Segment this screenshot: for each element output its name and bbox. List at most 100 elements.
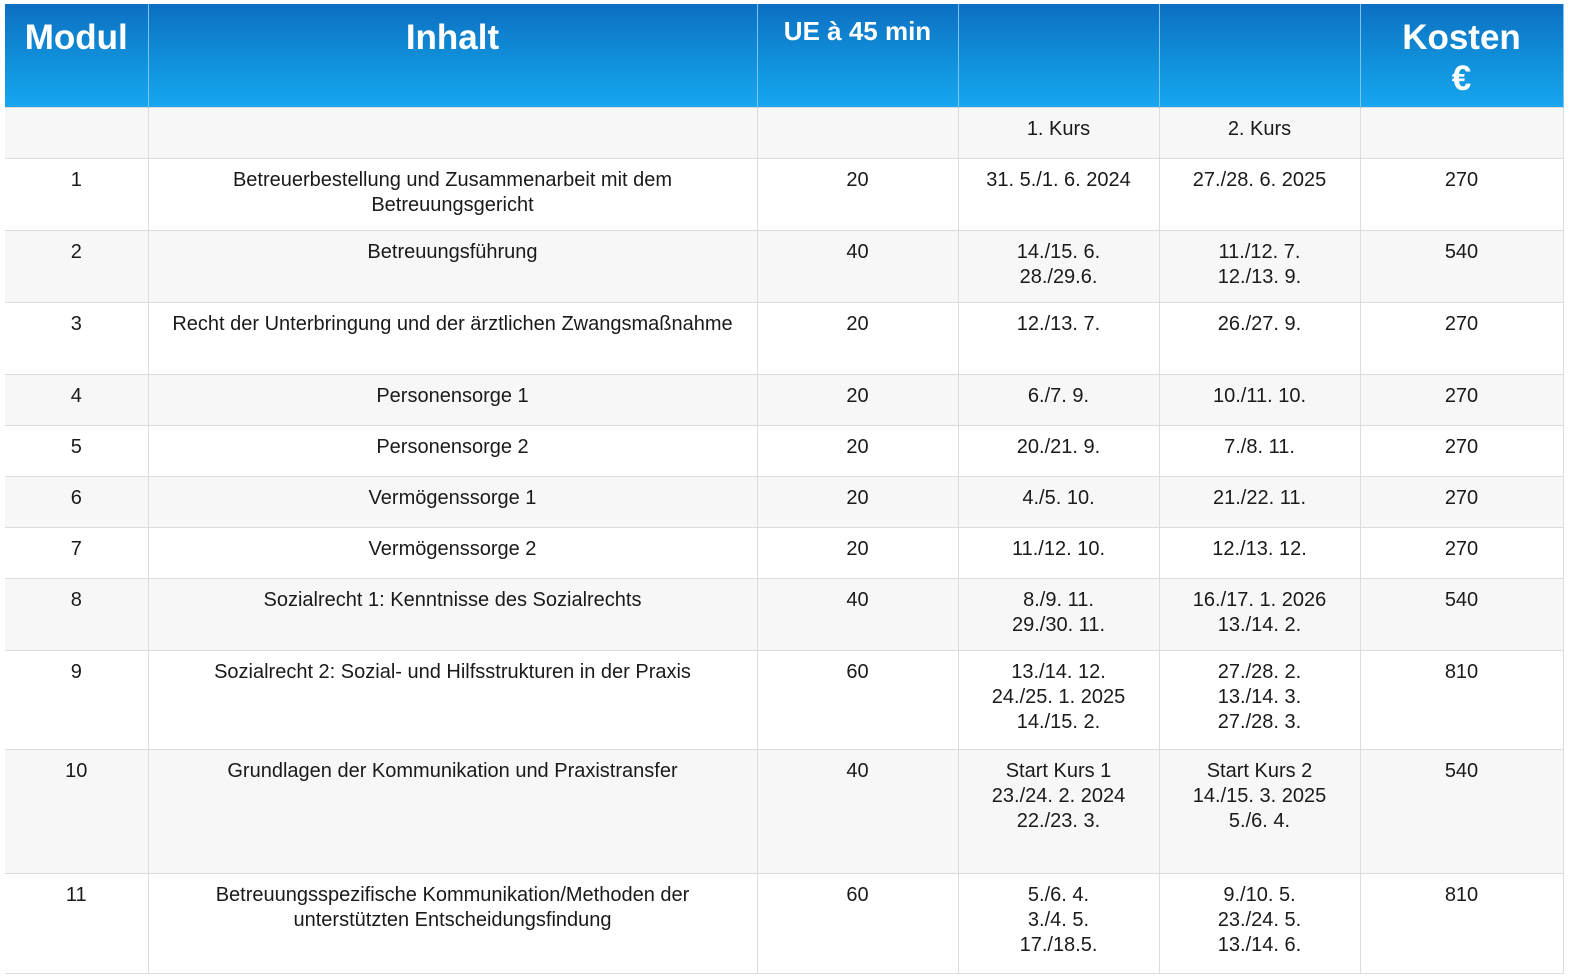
table-row: 3 Recht der Unterbringung und der ärztlic…: [5, 302, 1564, 375]
cell-line: 24./25. 1. 2025: [991, 686, 1126, 708]
cell-line: Start Kurs 2: [1206, 760, 1313, 782]
cell-line: Vermögenssorge 1: [368, 487, 537, 509]
cell-kurs1: 11./12. 10.: [957, 527, 1160, 579]
cell-kosten: 540: [1359, 578, 1564, 651]
cell-kurs2: 12./13. 12.: [1158, 527, 1361, 579]
cell-modul: 5: [5, 425, 149, 477]
header-kurs2: [1158, 4, 1361, 108]
header-ue: UE à 45 min: [756, 4, 959, 108]
table-row: 10 Grundlagen der Kommunikation und Praxi…: [5, 749, 1564, 874]
table-row: 2 Betreuungsführung 40 14./15. 6. 28./29.6. 1…: [5, 230, 1564, 303]
cell-kosten: 810: [1359, 650, 1564, 750]
cell-kosten: 270: [1359, 476, 1564, 528]
cell-line: Sozialrecht 2: Sozial- und Hilfsstruktur…: [214, 661, 691, 683]
cell-line: Betreuungsspezifische Kommunikation/Meth…: [215, 884, 690, 906]
cell-line: 27./28. 3.: [1217, 711, 1302, 733]
cell-line: 27./28. 6. 2025: [1192, 169, 1327, 191]
cell-kosten: 270: [1359, 302, 1564, 375]
table-row: 11 Betreuungsspezifische Kommunikation/Me…: [5, 873, 1564, 974]
cell-ue: 60: [756, 650, 959, 750]
cell-kurs2: 16./17. 1. 2026 13./14. 2.: [1158, 578, 1361, 651]
cell-kurs1: 6./7. 9.: [957, 374, 1160, 426]
cell-ue: 40: [756, 749, 959, 874]
cell-line: 27./28. 2.: [1217, 661, 1302, 683]
cell-line: 11./12. 7.: [1218, 241, 1301, 263]
header-kosten: Kosten €: [1359, 4, 1564, 108]
cell-line: 12./13. 12.: [1212, 538, 1307, 560]
cell-inhalt: Sozialrecht 1: Kenntnisse des Sozialrech…: [147, 578, 758, 651]
cell-line: 13./14. 2.: [1217, 614, 1302, 636]
cell-line: 6./7. 9.: [1027, 385, 1090, 407]
cell-kosten: 810: [1359, 873, 1564, 974]
cell-line: Betreuungsgericht: [371, 194, 534, 216]
cell-modul: 9: [5, 650, 149, 750]
cell-inhalt: Betreuungsführung: [147, 230, 758, 303]
cell-line: Grundlagen der Kommunikation und Praxist…: [227, 760, 678, 782]
cell-line: 14./15. 2.: [1016, 711, 1101, 733]
cell-kurs1: 12./13. 7.: [957, 302, 1160, 375]
cell-line: 12./13. 7.: [1016, 313, 1101, 335]
cell-modul: 2: [5, 230, 149, 303]
cell-inhalt: Recht der Unterbringung und der ärztlich…: [147, 302, 758, 375]
cell-line: 11./12. 10.: [1011, 538, 1106, 560]
cell-ue: 20: [756, 425, 959, 477]
course-schedule-table-wrapper: Modul Inhalt UE à 45 min Kosten € 1. Kur…: [5, 4, 1564, 974]
cell-inhalt: Grundlagen der Kommunikation und Praxist…: [147, 749, 758, 874]
cell-line: Sozialrecht 1: Kenntnisse des Sozialrech…: [263, 589, 642, 611]
cell-kosten: 540: [1359, 230, 1564, 303]
cell-ue: 40: [756, 578, 959, 651]
table-row: 9 Sozialrecht 2: Sozial- und Hilfsstruktu…: [5, 650, 1564, 750]
table-row: 1 Betreuerbestellung und Zusammenarbeit m…: [5, 158, 1564, 231]
cell-inhalt: Betreuungsspezifische Kommunikation/Meth…: [147, 873, 758, 974]
cell-line: 13./14. 6.: [1217, 934, 1302, 956]
cell-line: 23./24. 2. 2024: [991, 785, 1126, 807]
cell-kurs1: 20./21. 9.: [957, 425, 1160, 477]
table-row: 5 Personensorge 2 20 20./21. 9. 7./8. 11. 270: [5, 425, 1564, 477]
cell-line: Betreuerbestellung und Zusammenarbeit mi…: [232, 169, 673, 191]
cell-kurs1: 4./5. 10.: [957, 476, 1160, 528]
cell-line: 14./15. 6.: [1016, 241, 1101, 263]
cell-line: 10./11. 10.: [1212, 385, 1307, 407]
cell-line: 8./9. 11.: [1023, 589, 1094, 611]
cell-line: 7./8. 11.: [1224, 436, 1295, 458]
euro-symbol: €: [1451, 59, 1472, 98]
header-inhalt: Inhalt: [147, 4, 758, 108]
cell-line: Personensorge 1: [376, 385, 529, 407]
cell-ue: 20: [756, 527, 959, 579]
cell-kurs1: 31. 5./1. 6. 2024: [957, 158, 1160, 231]
cell-ue: 40: [756, 230, 959, 303]
cell-kurs2: 26./27. 9.: [1158, 302, 1361, 375]
cell-modul: 3: [5, 302, 149, 375]
cell-line: 5./6. 4.: [1027, 884, 1090, 906]
cell-ue: 20: [756, 374, 959, 426]
subheader-modul: [5, 107, 149, 159]
cell-line: 5./6. 4.: [1228, 810, 1291, 832]
subheader-inhalt: [147, 107, 758, 159]
table-row: 6 Vermögenssorge 1 20 4./5. 10. 21./22. 11. 2…: [5, 476, 1564, 528]
cell-modul: 6: [5, 476, 149, 528]
cell-kurs2: 27./28. 2. 13./14. 3. 27./28. 3.: [1158, 650, 1361, 750]
cell-line: 3./4. 5.: [1027, 909, 1090, 931]
cell-kurs2: 9./10. 5. 23./24. 5. 13./14. 6.: [1158, 873, 1361, 974]
cell-kurs1: Start Kurs 1 23./24. 2. 2024 22./23. 3.: [957, 749, 1160, 874]
cell-kurs1: 13./14. 12. 24./25. 1. 2025 14./15. 2.: [957, 650, 1160, 750]
cell-inhalt: Vermögenssorge 1: [147, 476, 758, 528]
cell-kurs2: 10./11. 10.: [1158, 374, 1361, 426]
cell-inhalt: Betreuerbestellung und Zusammenarbeit mi…: [147, 158, 758, 231]
cell-line: unterstützten Entscheidungsfindung: [293, 909, 612, 931]
cell-kosten: 270: [1359, 527, 1564, 579]
cell-kosten: 270: [1359, 158, 1564, 231]
cell-line: 29./30. 11.: [1011, 614, 1106, 636]
cell-kosten: 540: [1359, 749, 1564, 874]
cell-line: Recht der Unterbringung und der ärztlich…: [172, 313, 733, 335]
cell-inhalt: Sozialrecht 2: Sozial- und Hilfsstruktur…: [147, 650, 758, 750]
cell-ue: 60: [756, 873, 959, 974]
cell-modul: 10: [5, 749, 149, 874]
cell-ue: 20: [756, 158, 959, 231]
cell-ue: 20: [756, 476, 959, 528]
cell-ue: 20: [756, 302, 959, 375]
cell-line: 22./23. 3.: [1016, 810, 1101, 832]
cell-modul: 1: [5, 158, 149, 231]
cell-kurs2: 7./8. 11.: [1158, 425, 1361, 477]
cell-kosten: 270: [1359, 374, 1564, 426]
